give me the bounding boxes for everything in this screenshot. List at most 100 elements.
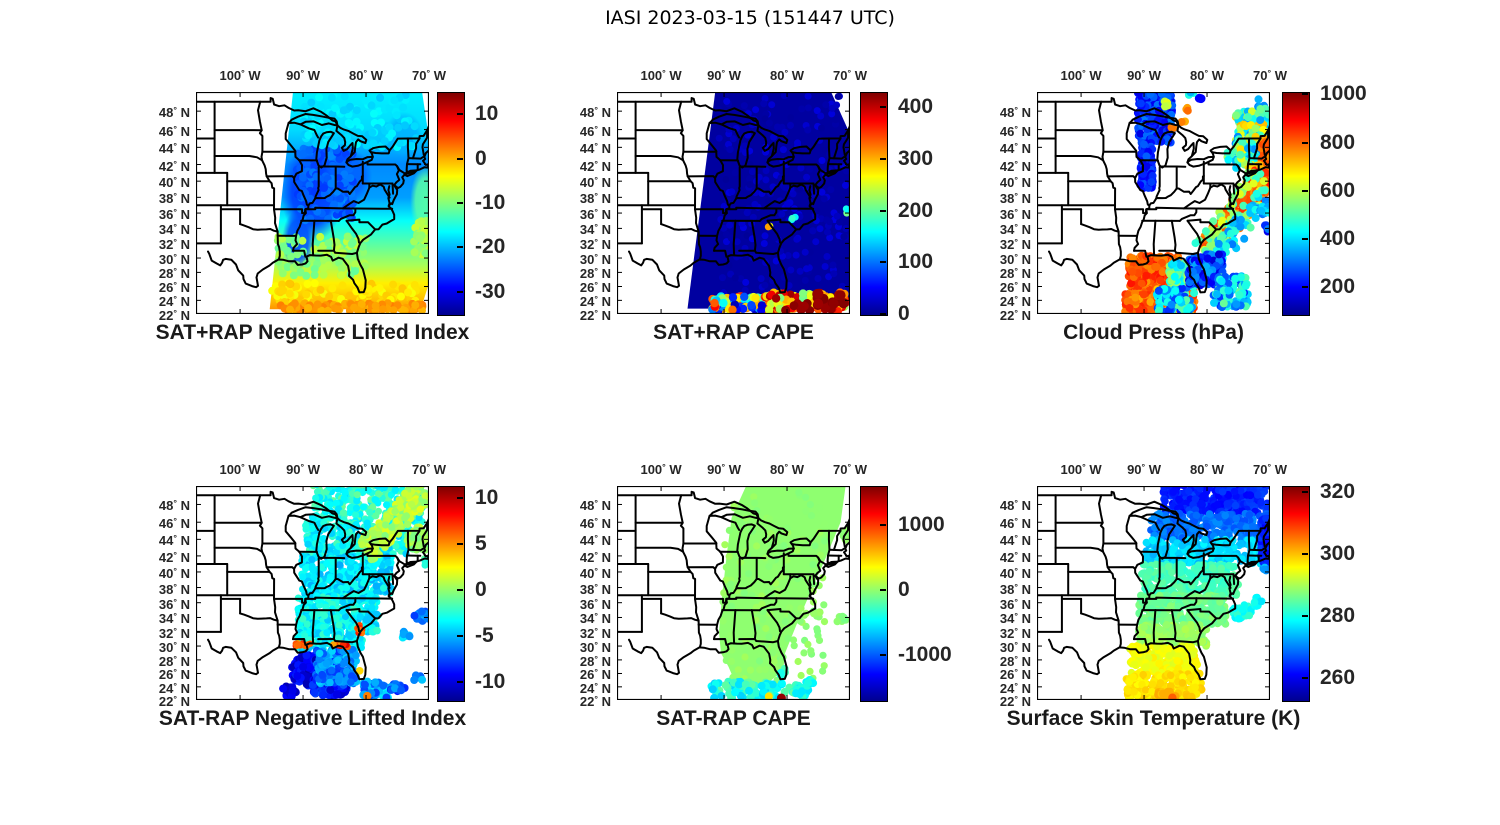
lat-tick-label: 36° N [158, 207, 190, 223]
lon-tick-label: 70° W [412, 462, 446, 477]
lat-tick-label: 44° N [999, 141, 1031, 157]
colorbar-tick-label: 0 [898, 302, 910, 325]
panel-title: SAT-RAP CAPE [656, 707, 811, 730]
lon-tick-label: 90° W [1127, 462, 1162, 477]
colorbar-tick-label: 260 [1320, 666, 1356, 690]
lat-tick-label: 28° N [158, 653, 190, 669]
lat-tick-label: 32° N [158, 237, 190, 253]
colorbar-tickmark [457, 246, 463, 249]
colorbar-tick-label: 5 [475, 531, 487, 555]
lat-tick-label: 26° N [999, 667, 1031, 683]
lat-tick-label: 40° N [999, 175, 1031, 191]
lat-tick-label: 34° N [999, 222, 1031, 238]
colorbar-tick-label: 300 [898, 147, 934, 171]
lat-tick-label: 30° N [579, 640, 611, 656]
lat-tick-label: 48° N [999, 498, 1031, 514]
lat-tick-label: 42° N [158, 158, 190, 174]
lat-tick-label: 32° N [999, 625, 1031, 641]
panel-sat-rap-negative-lifted-index: SAT+RAP Negative Lifted Index 100° W 90° … [141, 55, 587, 377]
lon-tick-label: 90° W [286, 68, 321, 83]
lat-tick-label: 36° N [999, 596, 1031, 612]
scatter-dots [707, 488, 850, 700]
colorbar-tickmark [1302, 286, 1308, 289]
colorbar-tickmark [457, 634, 463, 637]
lat-tick-label: 42° N [999, 549, 1031, 565]
colorbar-tick-label: -10 [475, 669, 506, 693]
lat-tick-label: 40° N [579, 565, 611, 581]
lon-tick-label: 70° W [833, 68, 867, 83]
lon-tick-label: 80° W [770, 462, 804, 477]
lon-tick-label: 70° W [833, 462, 867, 477]
lat-tick-label: 46° N [158, 123, 190, 139]
lat-tick-label: 44° N [579, 533, 611, 549]
colorbar [860, 486, 888, 702]
panel-sat-minus-rap-cape: SAT-RAP CAPE 100° W 90° W 80° W 70° W 48° N 4… [562, 449, 1008, 771]
colorbar-tick-label: 600 [1320, 178, 1356, 202]
colorbar-tick-label: 0 [475, 577, 487, 601]
panel-title: Cloud Press (hPa) [1063, 321, 1244, 344]
figure-title: IASI 2023-03-15 (151447 UTC) [605, 7, 895, 29]
lat-tick-label: 48° N [158, 498, 190, 514]
colorbar-tickmark [880, 653, 886, 656]
lat-tick-label: 24° N [999, 680, 1031, 696]
colorbar-tickmark [457, 290, 463, 293]
colorbar-tick-label: -5 [475, 623, 494, 647]
lat-tick-label: 32° N [579, 625, 611, 641]
colorbar [1282, 486, 1310, 702]
lat-tick-label: 40° N [158, 565, 190, 581]
colorbar-tickmark [457, 542, 463, 545]
panel-title: SAT+RAP CAPE [653, 321, 814, 344]
panel-title: Surface Skin Temperature (K) [1006, 707, 1301, 730]
colorbar-tickmark [880, 588, 886, 591]
state-boundaries [617, 97, 850, 294]
lat-tick-label: 44° N [158, 141, 190, 157]
lat-tick-label: 38° N [999, 581, 1031, 597]
colorbar-tick-label: 400 [1320, 227, 1356, 251]
lat-tick-label: 40° N [579, 175, 611, 191]
lat-tick-label: 48° N [579, 498, 611, 514]
lat-tick-label: 48° N [158, 105, 190, 121]
colorbar-tickmark [880, 313, 886, 315]
lat-tick-label: 46° N [158, 516, 190, 532]
colorbar [860, 92, 888, 316]
lon-tick-label: 100° W [219, 68, 261, 83]
lon-tick-label: 90° W [707, 462, 742, 477]
lat-tick-label: 34° N [579, 222, 611, 238]
lat-tick-label: 44° N [579, 141, 611, 157]
map-cloud_press [1037, 92, 1270, 314]
lat-tick-label: 36° N [999, 207, 1031, 223]
lat-tick-label: 48° N [999, 105, 1031, 121]
lat-tick-label: 46° N [579, 516, 611, 532]
lat-tick-label: 24° N [158, 294, 190, 310]
lat-tick-label: 24° N [579, 680, 611, 696]
colorbar-tickmark [1302, 491, 1308, 494]
lat-tick-label: 22° N [158, 308, 190, 323]
lat-tick-label: 26° N [579, 667, 611, 683]
lat-tick-label: 36° N [579, 207, 611, 223]
lat-tick-label: 46° N [999, 123, 1031, 139]
data-swath [719, 486, 846, 685]
colorbar-tick-label: 400 [898, 95, 934, 119]
lon-tick-label: 70° W [1253, 68, 1287, 83]
colorbar-tick-label: 200 [1320, 275, 1356, 299]
colorbar-tick-label: 800 [1320, 130, 1356, 154]
lon-tick-label: 100° W [219, 462, 261, 477]
colorbar-tickmark [1302, 141, 1308, 144]
colorbar-tick-label: 280 [1320, 604, 1356, 628]
colorbar-tick-label: -20 [475, 235, 506, 259]
colorbar-tickmark [457, 680, 463, 683]
colorbar-tickmark [457, 202, 463, 204]
colorbar-tickmark [880, 209, 886, 212]
lat-tick-label: 32° N [158, 625, 190, 641]
lon-tick-label: 80° W [1190, 462, 1224, 477]
colorbar [437, 92, 465, 316]
lat-tick-label: 22° N [999, 308, 1031, 323]
lat-tick-label: 42° N [579, 158, 611, 174]
lon-tick-label: 80° W [770, 68, 804, 83]
lat-tick-label: 28° N [158, 266, 190, 282]
colorbar-tick-label: 10 [475, 102, 499, 126]
lat-tick-label: 22° N [158, 694, 190, 709]
lon-tick-label: 80° W [349, 462, 383, 477]
lat-tick-label: 26° N [579, 280, 611, 296]
